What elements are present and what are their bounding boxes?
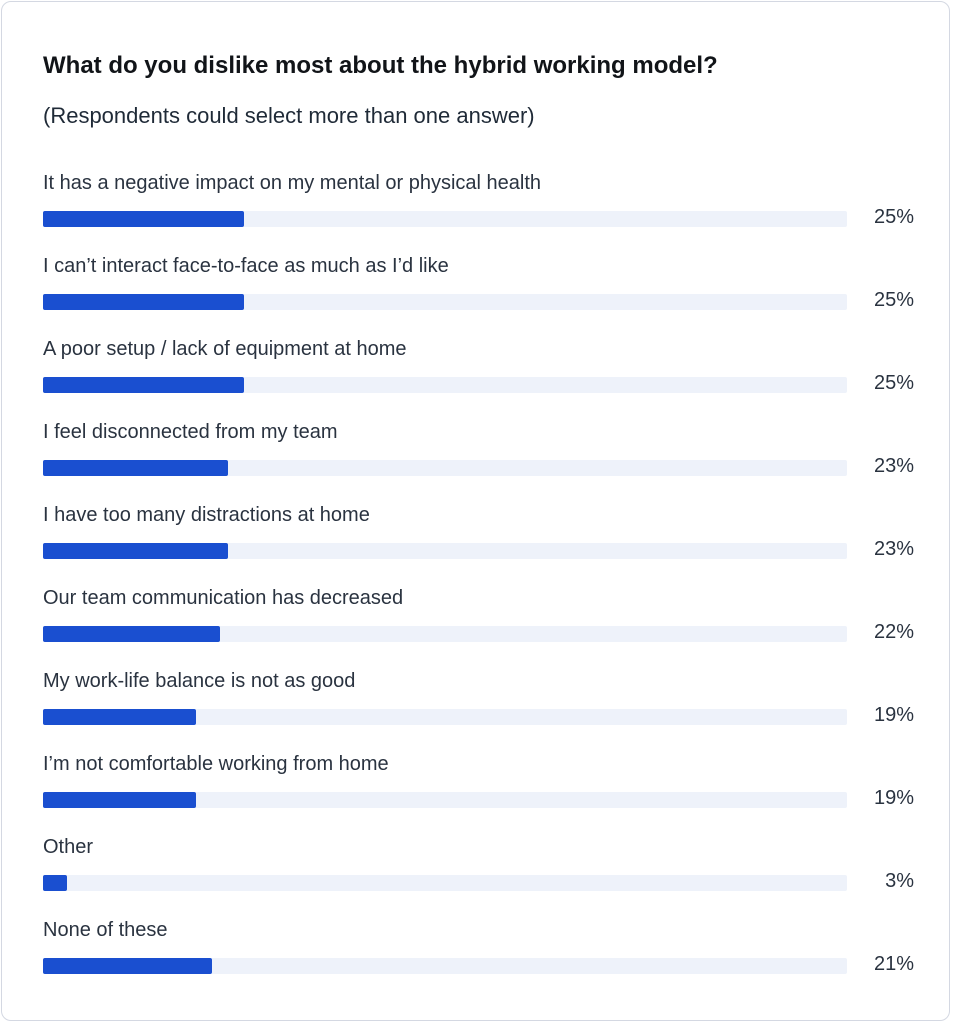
bar-value-label: 25% [873,372,914,394]
bar-row: I have too many distractions at home 23% [43,504,918,587]
bar-row: None of these 21% [43,919,918,1002]
bar-label: Other [43,836,94,858]
bar-row: I can’t interact face-to-face as much as… [43,255,918,338]
bar-row: My work-life balance is not as good 19% [43,670,918,753]
bar-track [43,460,847,476]
bar-value-label: 23% [873,455,914,477]
bar-row: A poor setup / lack of equipment at home… [43,338,918,421]
bar-fill [43,709,196,725]
bar-list: It has a negative impact on my mental or… [43,172,918,1002]
bar-value-label: 19% [873,704,914,726]
bar-value-label: 19% [873,787,914,809]
bar-value-label: 25% [873,206,914,228]
bar-row: Our team communication has decreased 22% [43,587,918,670]
bar-track [43,709,847,725]
bar-row: It has a negative impact on my mental or… [43,172,918,255]
bar-fill [43,792,196,808]
bar-label: Our team communication has decreased [43,587,404,609]
bar-value-label: 3% [885,870,914,892]
bar-label: It has a negative impact on my mental or… [43,172,542,194]
bar-label: A poor setup / lack of equipment at home [43,338,407,360]
bar-track [43,377,847,393]
bar-fill [43,543,228,559]
bar-track [43,211,847,227]
bar-track [43,958,847,974]
bar-row: I’m not comfortable working from home 19% [43,753,918,836]
bar-fill [43,958,212,974]
bar-label: I feel disconnected from my team [43,421,338,443]
bar-label: None of these [43,919,168,941]
bar-label: My work-life balance is not as good [43,670,356,692]
bar-fill [43,626,220,642]
bar-value-label: 21% [873,953,914,975]
bar-fill [43,294,244,310]
bar-track [43,626,847,642]
bar-label: I’m not comfortable working from home [43,753,389,775]
bar-row: I feel disconnected from my team 23% [43,421,918,504]
bar-label: I have too many distractions at home [43,504,370,526]
chart-title: What do you dislike most about the hybri… [43,52,718,79]
bar-track [43,543,847,559]
chart-subtitle: (Respondents could select more than one … [43,103,535,128]
bar-fill [43,875,67,891]
bar-fill [43,211,244,227]
bar-track [43,294,847,310]
bar-track [43,875,847,891]
bar-row: Other 3% [43,836,918,919]
bar-fill [43,377,244,393]
bar-fill [43,460,228,476]
bar-label: I can’t interact face-to-face as much as… [43,255,449,277]
bar-value-label: 25% [873,289,914,311]
bar-track [43,792,847,808]
bar-value-label: 22% [873,621,914,643]
bar-value-label: 23% [873,538,914,560]
